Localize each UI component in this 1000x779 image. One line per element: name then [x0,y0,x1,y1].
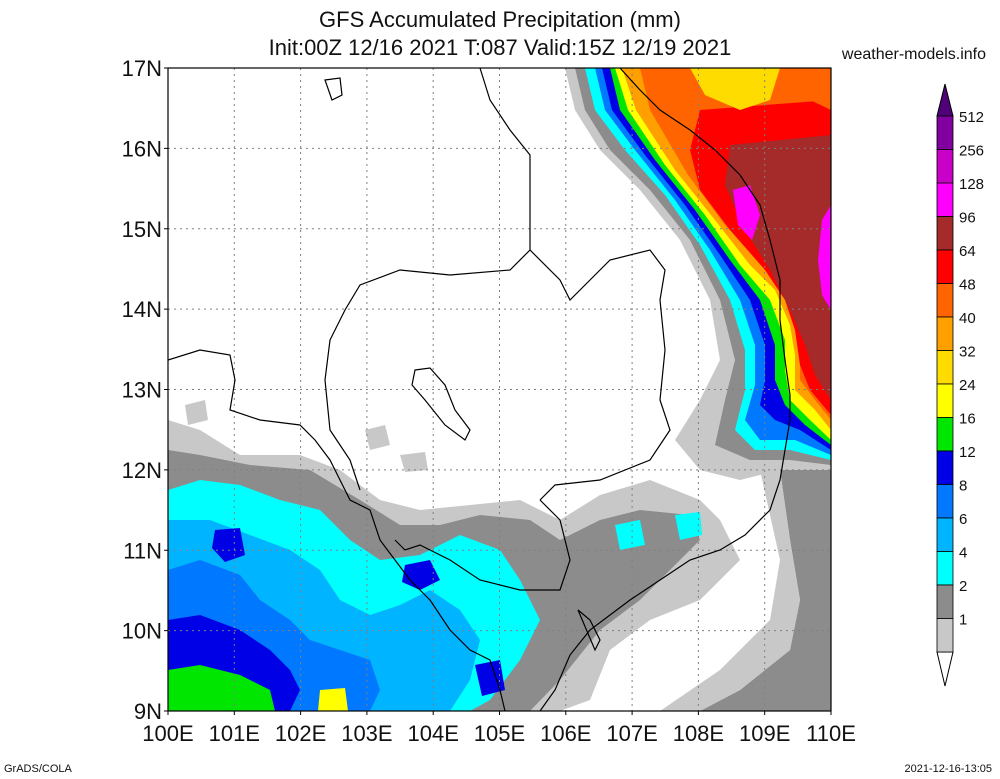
legend-top-arrow [936,83,954,117]
precip-region-4mm-mid-2 [675,512,702,540]
lon-label: 105E [474,721,525,746]
footer-software-label: GrADS/COLA [4,763,72,775]
precip-region-4mm-mid [615,520,645,550]
legend-swatch [936,517,954,552]
lat-label: 13N [122,378,162,403]
lat-label: 11N [123,538,162,563]
lon-label: 106E [540,721,591,746]
legend-label: 64 [959,243,976,260]
precip-region-64mm-top [800,68,831,110]
legend-swatch [936,484,954,519]
lon-label: 101E [209,721,260,746]
tonle-sap-lake [411,367,471,441]
latitude-labels: 9N 10N 11N 12N 13N 14N 15N 16N 17N [122,56,168,724]
legend-label: 24 [959,377,976,394]
precip-patch-1mm-interior [365,425,390,450]
legend-swatch [936,417,954,452]
legend-swatch [936,316,954,351]
legend-swatch [936,115,954,150]
lat-label: 16N [122,136,162,161]
precip-region-2mm-east [700,460,831,711]
legend-swatch [936,383,954,418]
lon-label: 103E [341,721,392,746]
legend-label: 32 [959,344,976,361]
precip-region-128mm-ne [818,205,831,310]
lon-label: 107E [606,721,657,746]
map-title: GFS Accumulated Precipitation (mm) [319,7,681,32]
lon-label: 100E [142,721,193,746]
legend-swatch [936,182,954,217]
legend-swatch [936,283,954,318]
precip-region-128mm-ne-2 [733,185,760,240]
lon-label: 109E [739,721,790,746]
lon-label: 102E [275,721,326,746]
cambodia-south-border [394,499,571,591]
gulf-islands [577,609,601,652]
laos-cambodia-border [324,68,531,491]
vietnam-coastline [539,68,791,711]
legend-label: 4 [959,545,967,562]
precip-region-40mm-top [690,68,780,110]
legend-label: 2 [959,578,967,595]
legend-swatch [936,584,954,619]
longitude-labels: 100E 101E 102E 103E 104E 105E 106E 107E 108E 109E… [142,711,856,746]
legend-swatch [936,216,954,251]
legend-label: 48 [959,277,976,294]
legend-label: 128 [959,176,984,193]
lon-label: 110E [806,721,856,746]
precip-region-24mm-sw [318,688,348,711]
precip-region-12mm-blob-2 [402,560,440,590]
legend-label: 1 [959,612,967,629]
legend-label: 256 [959,143,984,160]
lat-label: 15N [122,217,162,242]
legend-label: 12 [959,444,976,461]
precip-region-12mm-blob-3 [475,660,505,696]
legend-swatch [936,551,954,586]
footer-timestamp: 2021-12-16-13:05 [904,763,992,775]
map-subtitle: Init:00Z 12/16 2021 T:087 Valid:15Z 12/1… [268,35,732,60]
lat-label: 12N [122,458,162,483]
lon-label: 108E [673,721,724,746]
precip-patch-1mm-interior-2 [400,452,428,472]
precip-patch-1mm-interior-3 [185,400,208,425]
precipitation-field [168,68,831,711]
legend-label: 512 [959,109,984,126]
northwest-island [324,77,343,101]
lat-label: 10N [122,619,162,644]
lon-label: 104E [408,721,459,746]
legend-label: 40 [959,310,976,327]
legend-swatch [936,350,954,385]
cambodia-north-border [529,249,671,501]
mekong-delta-coast [449,629,506,711]
legend-label: 96 [959,210,976,227]
legend-label: 6 [959,511,967,528]
precip-region-16mm-sw [168,665,275,711]
legend-label: 8 [959,478,967,495]
legend-label: 16 [959,411,976,428]
legend-bottom-arrow [936,651,954,687]
legend-swatch [936,618,954,653]
thailand-gulf-coast [168,349,451,631]
site-label: weather-models.info [841,46,986,63]
lat-label: 14N [122,297,162,322]
precip-region-12mm-blob [212,528,245,562]
legend-swatch [936,450,954,485]
country-borders [168,68,791,711]
lat-label: 9N [134,699,162,724]
legend-swatch [936,149,954,184]
legend-swatch [936,249,954,284]
lat-label: 17N [122,56,162,81]
